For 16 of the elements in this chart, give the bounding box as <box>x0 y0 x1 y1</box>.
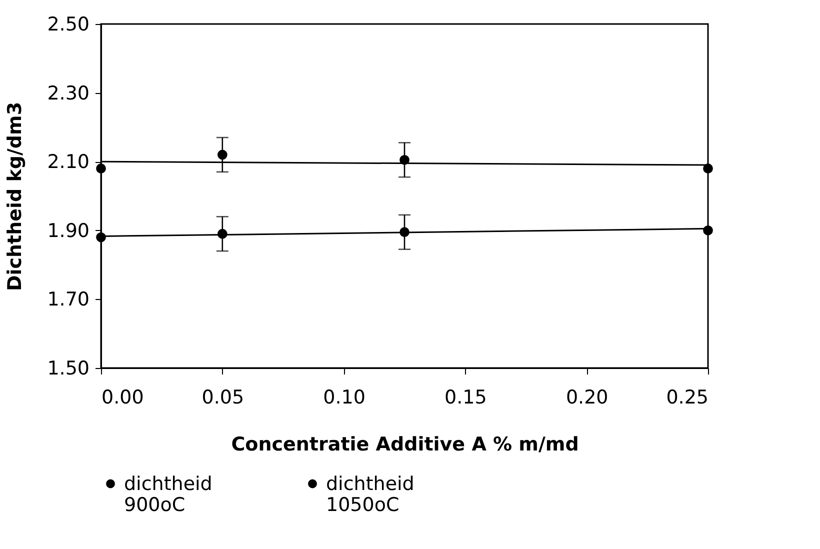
x-tick-label: 0.25 <box>666 386 708 408</box>
y-tick-label: 1.90 <box>47 220 90 242</box>
y-tick-label: 1.50 <box>47 358 90 380</box>
x-tick-label: 0.10 <box>323 386 366 408</box>
y-axis-title: Dichtheid kg/dm3 <box>4 102 26 292</box>
x-tick-label: 0.05 <box>202 386 244 408</box>
y-tick-label: 2.30 <box>47 82 90 104</box>
x-axis-title: Concentratie Additive A % m/md <box>231 434 579 456</box>
legend-label: dichtheid 900oC <box>124 472 212 516</box>
x-tick-label: 0.15 <box>444 386 487 408</box>
x-tick-label: 0.00 <box>102 386 144 408</box>
y-tick-label: 1.70 <box>47 288 90 311</box>
y-tick-label: 2.50 <box>47 14 90 36</box>
y-tick-label: 2.10 <box>47 151 90 174</box>
legend-label: dichtheid 1050oC <box>326 472 414 516</box>
x-tick-label: 0.20 <box>566 386 608 408</box>
